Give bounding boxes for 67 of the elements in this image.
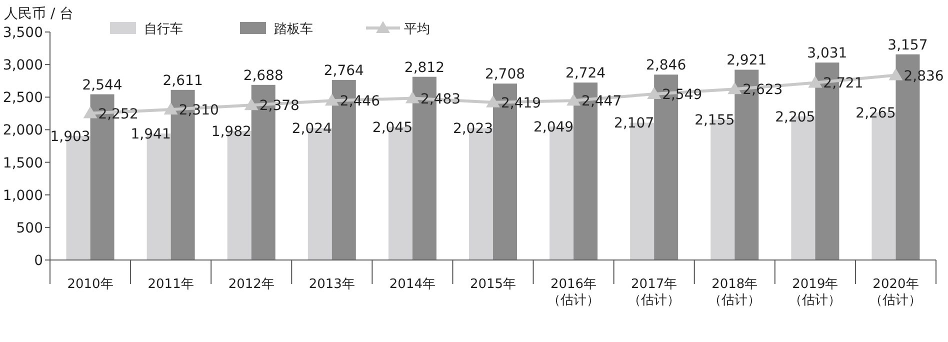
data-label: 2,023: [452, 121, 494, 138]
data-label: 2,024: [292, 121, 332, 138]
data-label: 2,446: [340, 94, 380, 110]
y-axis-title: 人民币 / 台: [4, 6, 74, 22]
x-tick-label: 2018年（估计）: [708, 277, 761, 308]
data-label: 2,045: [372, 120, 412, 136]
y-tick-label: 3,000: [2, 58, 43, 74]
data-label: 2,447: [582, 94, 622, 110]
data-label: 2,721: [823, 76, 864, 92]
data-label: 2,049: [534, 120, 574, 136]
x-tick-label: 2015年: [470, 277, 516, 292]
data-label: 2,549: [662, 86, 702, 103]
y-tick-label: 1,000: [2, 188, 43, 204]
y-tick-label: 2,000: [2, 122, 43, 139]
point: [647, 86, 662, 99]
y-tick-label: 1,500: [2, 155, 43, 172]
x-tick-label: 2016年（估计）: [548, 277, 600, 308]
data-label: 1,941: [130, 126, 171, 143]
x-tick-label: 2017年（估计）: [628, 277, 680, 308]
x-tick-label: 2014年: [389, 277, 436, 292]
data-label: 2,724: [566, 66, 606, 82]
point: [83, 106, 98, 118]
data-label: 2,623: [742, 82, 783, 98]
data-label: 2,310: [178, 102, 219, 119]
data-label: 2,708: [484, 66, 526, 83]
data-label: 2,107: [614, 116, 654, 132]
data-label: 2,265: [856, 105, 896, 122]
data-label: 2,688: [243, 68, 284, 84]
data-label: 2,846: [646, 58, 686, 74]
point: [405, 91, 420, 104]
x-tick-label: 2013年: [308, 277, 355, 292]
data-label: 2,836: [904, 68, 944, 84]
x-tick-label: 2012年: [228, 277, 274, 292]
data-label: 2,378: [259, 98, 300, 114]
data-label: 3,157: [888, 37, 928, 54]
data-label: 3,031: [807, 46, 848, 62]
data-label: 2,155: [694, 112, 735, 129]
data-label: 2,544: [82, 77, 122, 94]
x-tick-label: 2019年（估计）: [789, 277, 842, 308]
data-label: 2,764: [324, 62, 364, 79]
y-tick-label: 500: [16, 220, 43, 236]
legend-label: 自行车: [144, 22, 183, 37]
x-tick-label: 2020年（估计）: [870, 277, 922, 308]
y-tick-label: 3,500: [2, 25, 43, 41]
data-label: 2,812: [404, 60, 444, 76]
y-tick-label: 2,500: [2, 90, 43, 106]
legend-label: 踏板车: [274, 22, 313, 37]
data-label: 2,483: [420, 91, 461, 108]
point: [728, 82, 742, 94]
point: [486, 95, 500, 108]
point: [566, 94, 581, 106]
point: [164, 102, 178, 115]
data-label: 2,419: [501, 95, 542, 112]
x-tick-label: 2010年: [67, 277, 114, 292]
data-label: 2,252: [98, 106, 138, 122]
point: [808, 76, 822, 88]
point: [888, 68, 903, 80]
data-label: 1,903: [50, 129, 90, 146]
data-label: 2,921: [726, 52, 767, 69]
point: [324, 94, 339, 106]
data-label: 2,611: [162, 72, 203, 89]
point: [244, 98, 258, 110]
legend-label: 平均: [404, 22, 430, 37]
data-label: 1,982: [211, 124, 252, 140]
y-tick-label: 0: [34, 253, 43, 269]
data-label: 2,205: [775, 109, 816, 126]
x-tick-label: 2011年: [148, 277, 194, 292]
